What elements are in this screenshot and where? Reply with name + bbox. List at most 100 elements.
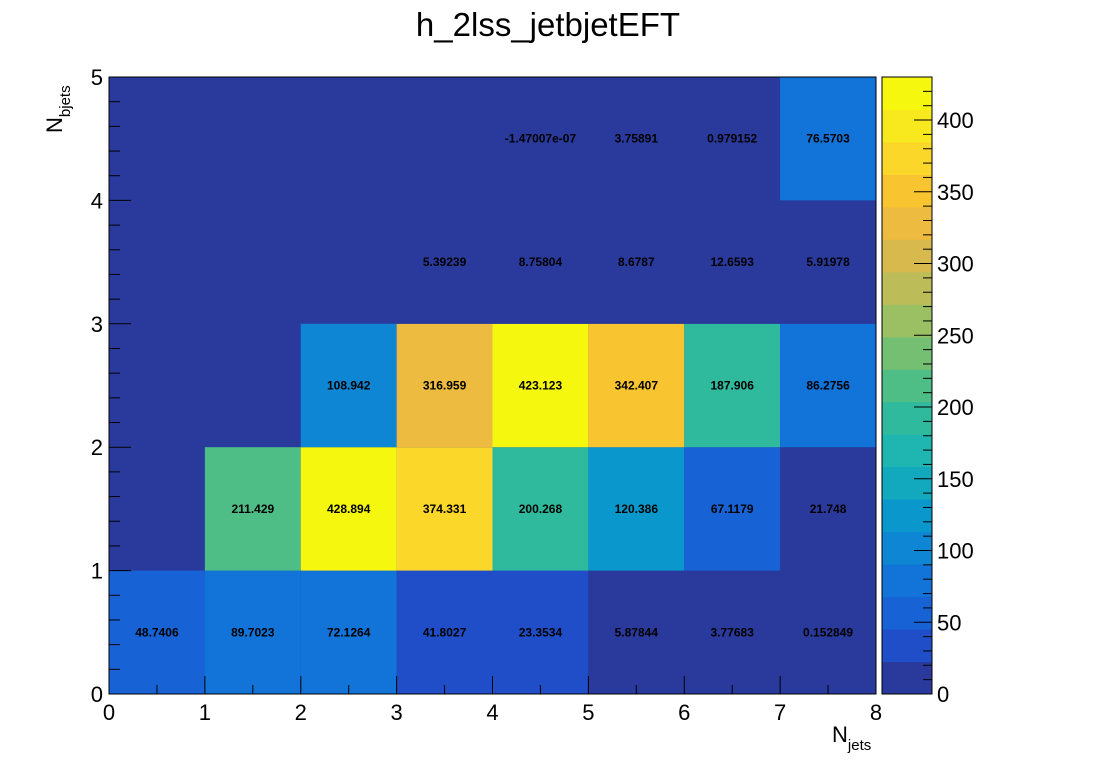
y-tick-label: 1 xyxy=(91,559,103,584)
cell-value-label: 428.894 xyxy=(327,502,371,516)
cell-value-label: 86.2756 xyxy=(806,379,850,393)
palette-band xyxy=(882,77,932,110)
palette-band xyxy=(882,174,932,208)
x-axis: 0 1 2 3 4 5 6 7 8 xyxy=(103,676,882,725)
heatmap-cell xyxy=(780,200,876,324)
x-axis-title-main: N xyxy=(832,722,848,747)
cell-value-label: 89.7023 xyxy=(231,625,275,639)
palette-band xyxy=(882,661,932,695)
y-axis-title-main: N xyxy=(42,117,67,133)
cell-value-label: 21.748 xyxy=(810,502,847,516)
heatmap-cell xyxy=(300,447,397,571)
z-tick-label: 350 xyxy=(937,180,974,205)
palette-band xyxy=(882,564,932,598)
cell-value-label: 108.942 xyxy=(327,379,371,393)
x-tick-label: 4 xyxy=(486,700,498,725)
x-axis-title: Njets xyxy=(832,722,871,754)
x-tick-label: 5 xyxy=(582,700,594,725)
cell-value-label: -1.47007e-07 xyxy=(505,132,577,146)
cell-value-label: 0.979152 xyxy=(707,132,757,146)
cell-value-label: 5.39239 xyxy=(423,255,467,269)
x-tick-label: 0 xyxy=(103,700,115,725)
x-tick-label: 8 xyxy=(870,700,882,725)
heatmap-cell xyxy=(684,570,781,694)
palette-band xyxy=(882,336,932,370)
heatmap-cell xyxy=(780,570,876,694)
cell-value-label: 8.75804 xyxy=(519,255,563,269)
heatmap-cell xyxy=(588,323,685,448)
chart-title: h_2lss_jetbjetEFT xyxy=(415,6,681,43)
cell-value-label: 76.5703 xyxy=(806,132,850,146)
y-axis: 0 1 2 3 4 5 xyxy=(91,65,131,707)
palette-band xyxy=(882,629,932,663)
y-axis-title: Nbjets xyxy=(42,85,74,133)
heatmap-cell xyxy=(396,323,493,448)
y-tick-label: 3 xyxy=(91,312,103,337)
heatmap-cell xyxy=(588,447,685,571)
palette-band xyxy=(882,109,932,143)
palette-border xyxy=(881,76,933,695)
heatmap-cell xyxy=(492,77,589,201)
cell-value-label: 72.1264 xyxy=(327,625,371,639)
palette-band xyxy=(882,369,932,403)
heatmap-cell xyxy=(204,570,301,694)
heatmap-cell xyxy=(492,200,589,324)
heatmap-cell xyxy=(396,200,493,324)
heatmap-cell xyxy=(300,323,397,448)
heatmap-cells xyxy=(109,77,876,694)
cell-value-label: 316.959 xyxy=(423,379,467,393)
heatmap-cell xyxy=(396,570,493,694)
cell-value-label: 67.1179 xyxy=(711,502,754,516)
cell-value-label: 5.91978 xyxy=(806,255,850,269)
z-tick-label: 100 xyxy=(937,539,974,564)
cell-value-label: 41.8027 xyxy=(423,625,467,639)
heatmap-cell xyxy=(684,447,781,571)
cell-value-label: 342.407 xyxy=(615,379,659,393)
palette-band xyxy=(882,499,932,533)
z-tick-label: 300 xyxy=(937,252,974,277)
y-tick-label: 4 xyxy=(91,188,103,213)
palette-band xyxy=(882,141,932,175)
z-tick-label: 0 xyxy=(937,682,949,707)
palette-band xyxy=(882,531,932,565)
axis-titles: Njets Nbjets xyxy=(42,85,871,754)
heatmap-cell xyxy=(588,570,685,694)
heatmap-cell xyxy=(396,447,493,571)
heatmap-cell xyxy=(684,200,781,324)
z-tick-label: 200 xyxy=(937,395,974,420)
heatmap-cell xyxy=(300,570,397,694)
y-axis-title-sub: bjets xyxy=(57,85,74,117)
cell-value-label: 211.429 xyxy=(231,502,274,516)
palette-band xyxy=(882,271,932,305)
heatmap-cell xyxy=(588,200,685,324)
cell-value-label: 5.87844 xyxy=(615,625,659,639)
cell-value-label: 0.152849 xyxy=(803,625,853,639)
cell-value-label: 12.6593 xyxy=(710,255,754,269)
y-tick-label: 0 xyxy=(91,682,103,707)
heatmap-cell xyxy=(588,77,685,201)
cell-value-label: 374.331 xyxy=(423,502,467,516)
z-tick-label: 50 xyxy=(937,610,961,635)
cell-value-label: 3.75891 xyxy=(615,132,659,146)
heatmap-cell xyxy=(780,77,876,201)
heatmap-cell xyxy=(780,323,876,448)
palette-band xyxy=(882,466,932,500)
palette-band xyxy=(882,239,932,273)
x-tick-label: 2 xyxy=(295,700,307,725)
x-axis-title-sub: jets xyxy=(847,737,871,754)
cell-value-label: 23.3534 xyxy=(519,625,563,639)
x-tick-label: 3 xyxy=(391,700,403,725)
heatmap-cell xyxy=(684,323,781,448)
heatmap-cell xyxy=(492,570,589,694)
heatmap-cell xyxy=(492,323,589,448)
heatmap-cell xyxy=(684,77,781,201)
heatmap-cell xyxy=(492,447,589,571)
y-tick-label: 2 xyxy=(91,435,103,460)
cell-value-label: 3.77683 xyxy=(710,625,754,639)
cell-value-label: 187.906 xyxy=(710,379,754,393)
color-palette: 0 50 100 150 200 250 300 350 400 xyxy=(881,76,974,707)
x-tick-label: 6 xyxy=(678,700,690,725)
z-tick-label: 400 xyxy=(937,108,974,133)
palette-band xyxy=(882,434,932,468)
